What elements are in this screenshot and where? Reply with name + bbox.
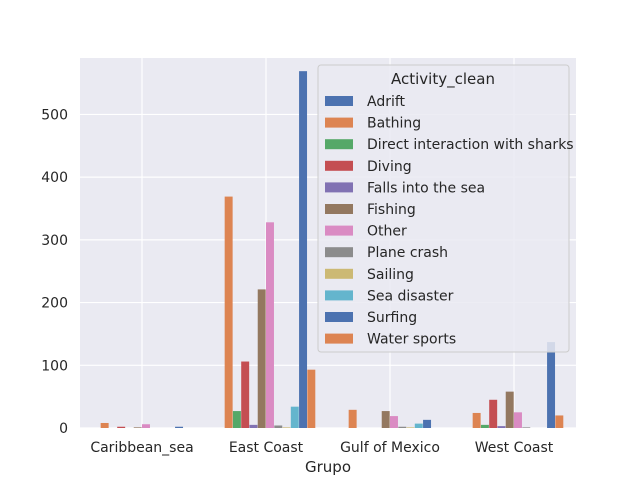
bar [100,422,109,428]
bar [348,409,357,428]
legend-swatch [325,333,353,344]
y-tick-label: 500 [41,107,68,123]
legend-label: Sea disaster [367,288,454,304]
legend-box [317,64,570,353]
bar [390,416,398,428]
legend-swatch [325,160,353,171]
bar [290,406,299,428]
bar [505,391,514,428]
bar [555,415,564,428]
bar [381,411,390,428]
legend-swatch [325,225,353,236]
y-tick-label: 100 [41,358,68,374]
bar [142,424,150,428]
y-axis: 0 100 200 300 400 500 [41,107,68,437]
legend-label: Diving [367,159,412,175]
x-tick-label: West Coast [475,440,554,456]
legend-swatch [325,204,353,214]
bar [282,427,291,428]
x-tick-label: East Coast [229,440,304,456]
bar [423,419,432,428]
bar [514,412,522,428]
bar [224,196,233,428]
x-axis-label: Grupo [305,458,351,476]
legend-label: Bathing [367,116,421,132]
legend-label: Surfing [367,310,417,326]
legend-swatch [325,290,353,301]
legend-title: Activity_clean [391,70,495,89]
legend: Activity_clean Adrift Bathing Direct inter… [317,64,574,353]
legend-swatch [325,247,353,258]
bar [299,71,308,428]
legend-label: Direct interaction with sharks [367,137,574,153]
bar [266,222,274,428]
legend-label: Plane crash [367,245,448,261]
bar [398,426,407,428]
bar [472,412,481,428]
y-tick-label: 200 [41,296,68,312]
legend-label: Other [367,224,407,240]
legend-label: Water sports [367,332,456,348]
legend-swatch [325,96,353,106]
bars [100,71,564,428]
bar [241,361,250,428]
legend-swatch [325,268,353,279]
legend-label: Sailing [367,267,414,283]
legend-swatch [325,117,353,128]
legend-label: Falls into the sea [367,180,485,196]
bar [307,369,316,428]
x-tick-label: Gulf of Mexico [340,440,440,456]
bar [497,426,506,428]
y-tick-label: 400 [41,170,68,186]
bar [480,424,489,428]
x-axis: Caribbean_sea East Coast Gulf of Mexico Wes… [90,440,553,456]
bar [522,427,531,428]
legend-label: Adrift [367,94,406,110]
bar [489,399,498,428]
bar [257,289,266,428]
bar [249,424,258,428]
legend-label: Fishing [367,202,416,218]
bar [175,426,184,428]
bar [133,427,142,428]
bar [117,426,126,428]
bar [274,425,283,428]
legend-swatch [325,139,353,150]
y-tick-label: 300 [41,233,68,249]
y-tick-label: 0 [59,421,68,437]
bar [547,342,556,428]
x-tick-label: Caribbean_sea [90,440,193,456]
legend-swatch [325,312,353,322]
bar [414,423,423,428]
bar [232,411,241,428]
legend-items: Adrift Bathing Direct interaction with sha… [325,94,574,348]
legend-swatch [325,182,353,193]
bar [406,427,415,428]
